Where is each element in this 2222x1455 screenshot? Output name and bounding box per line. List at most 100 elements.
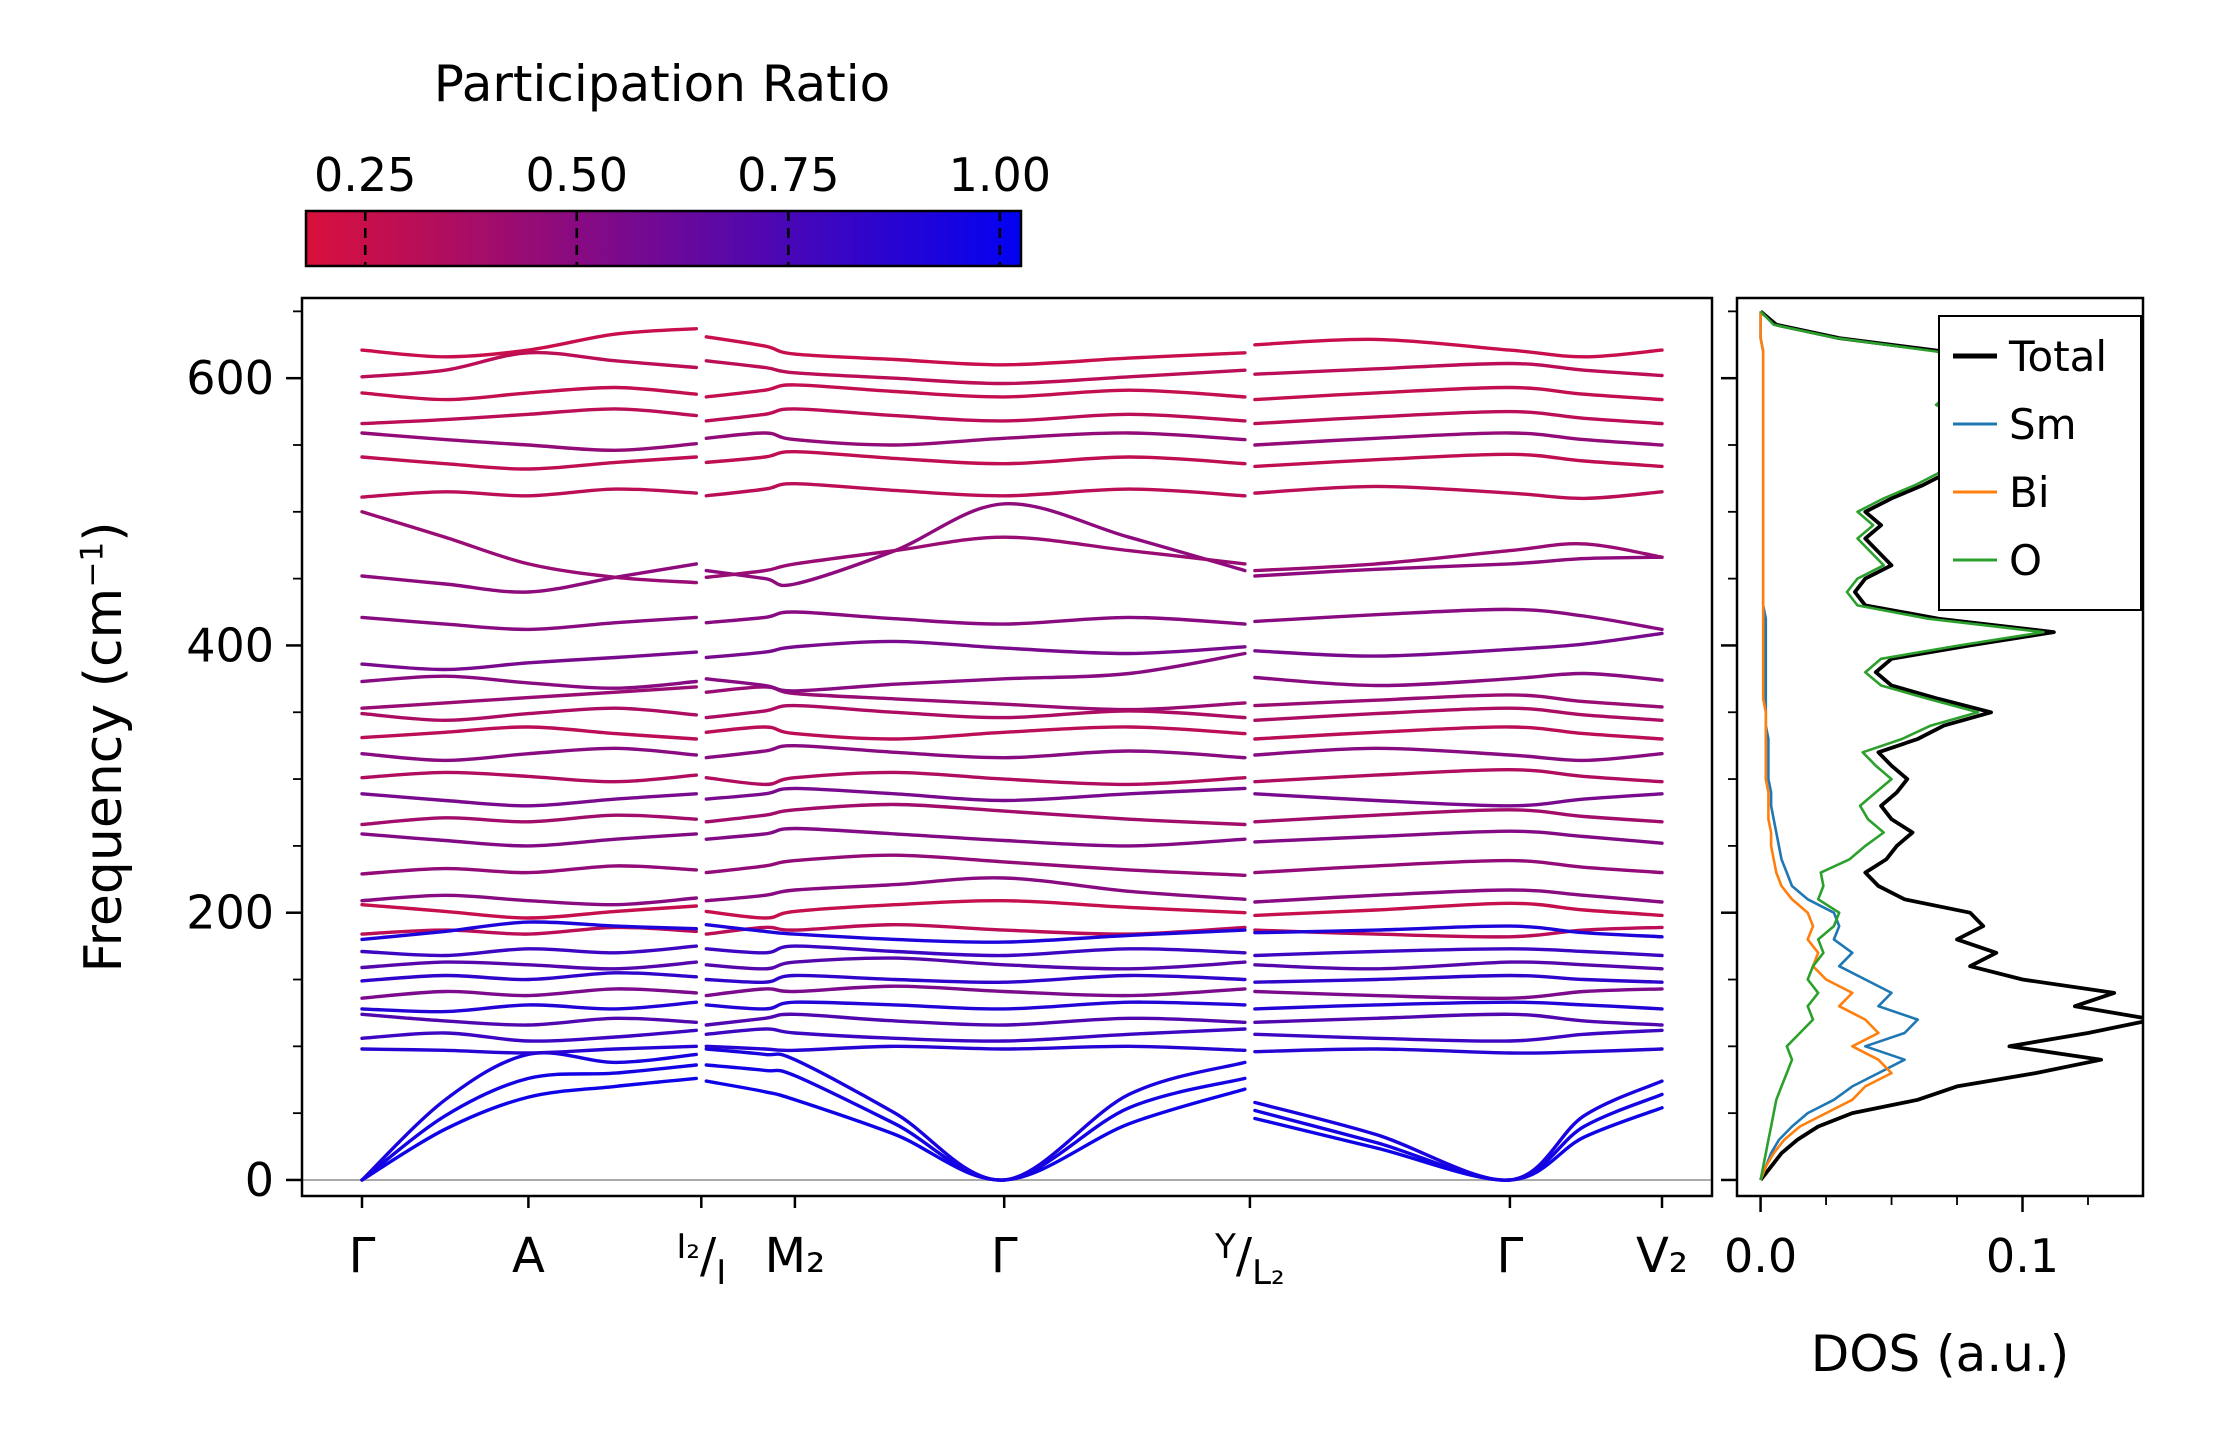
phonon-band [704, 639, 1247, 660]
phonon-band [704, 535, 1247, 579]
phonon-band [704, 1044, 1247, 1053]
phonon-band [360, 327, 698, 359]
phonon-band [1253, 385, 1664, 402]
phonon-band [1253, 484, 1664, 501]
phonon-band [704, 826, 1247, 848]
phonon-band [704, 725, 1247, 741]
phonon-band [704, 973, 1247, 985]
phonon-band [1253, 858, 1664, 875]
dos-axis-label: DOS (a.u.) [1810, 1325, 2070, 1383]
phonon-band [360, 960, 698, 971]
frequency-axis-label-exponent: −1 [74, 541, 111, 588]
colorbar-tick-label: 0.50 [526, 148, 628, 202]
phonon-band [1253, 947, 1664, 958]
phonon-band [704, 335, 1247, 367]
phonon-band [360, 385, 698, 402]
phonon-band [1253, 1028, 1664, 1043]
phonon-band [360, 706, 698, 723]
colorbar-tick-label: 0.25 [314, 148, 416, 202]
phonon-band [360, 1063, 698, 1182]
phonon-band [1253, 960, 1664, 971]
phonon-band [1253, 542, 1664, 573]
phonon-band [1253, 631, 1664, 658]
phonon-band [704, 502, 1247, 588]
colorbar-gradient [306, 211, 1021, 266]
phonon-band [1253, 924, 1664, 939]
legend-label-bi: Bi [2009, 468, 2049, 517]
y-tick-label: 200 [186, 886, 274, 940]
phonon-band [360, 407, 698, 426]
phonon-bands-group [360, 327, 1664, 1182]
phonon-band [704, 770, 1247, 787]
colorbar-tick-label: 1.00 [949, 148, 1051, 202]
phonon-band [360, 920, 698, 942]
phonon-band [360, 674, 698, 690]
main-axes-border [300, 296, 1714, 1198]
frequency-axis-label-suffix: ) [74, 521, 134, 542]
phonon-band [360, 893, 698, 907]
x-symmetry-label: M₂ [765, 1228, 826, 1284]
phonon-band [360, 487, 698, 499]
phonon-band [704, 802, 1247, 827]
phonon-band [704, 984, 1247, 998]
phonon-band [1253, 973, 1664, 984]
x-symmetry-label: Γ [1497, 1228, 1524, 1284]
x-symmetry-label: Γ [349, 1228, 376, 1284]
colorbar-tick-label: 0.75 [737, 148, 839, 202]
legend-label-o: O [2009, 536, 2042, 585]
phonon-band [360, 1000, 698, 1014]
phonon-band [1253, 671, 1664, 688]
phonon-band [1253, 1079, 1664, 1182]
dos-axes-border [1735, 296, 2145, 1198]
phonon-band [704, 610, 1247, 626]
phonon-band [704, 923, 1247, 944]
phonon-band [1253, 792, 1664, 808]
phonon-band [704, 359, 1247, 386]
phonon-band [704, 1027, 1247, 1043]
phonon-band [360, 510, 698, 585]
phonon-band [1253, 555, 1664, 578]
phonon-band [704, 651, 1247, 693]
phonon-band [704, 853, 1247, 877]
phonon-band [360, 431, 698, 453]
frequency-axis-label-prefix: Frequency (cm [74, 587, 134, 973]
legend-label-sm: Sm [2009, 400, 2077, 449]
phonon-band [360, 1028, 698, 1043]
phonon-band [360, 685, 698, 710]
phonon-band [704, 1000, 1247, 1011]
phonon-band [1253, 725, 1664, 741]
phonon-band [704, 898, 1247, 920]
phonon-band [704, 876, 1247, 903]
phonon-band [360, 1044, 698, 1055]
phonon-band [360, 832, 698, 848]
phonon-band [1253, 693, 1664, 709]
phonon-band [704, 1012, 1247, 1027]
phonon-band [1253, 607, 1664, 632]
phonon-band [1253, 829, 1664, 845]
phonon-band [704, 786, 1247, 803]
phonon-band [1253, 901, 1664, 918]
dos-x-tick-label: 0.1 [1986, 1229, 2059, 1283]
legend-label-total: Total [2008, 332, 2107, 381]
phonon-band [1253, 1047, 1664, 1055]
phonon-band [704, 703, 1247, 720]
y-tick-label: 400 [186, 618, 274, 672]
colorbar-title: Participation Ratio [433, 55, 891, 113]
colorbar-border [304, 209, 1023, 268]
phonon-band [704, 1047, 1247, 1182]
phonon-band [1253, 361, 1664, 378]
phonon-band [1253, 746, 1664, 763]
phonon-band [360, 971, 698, 983]
phonon-band [704, 431, 1247, 447]
phonon-band [1253, 1012, 1664, 1027]
phonon-band [360, 903, 698, 920]
phonon-band [1253, 767, 1664, 784]
phonon-band [360, 944, 698, 958]
phonon-band [1253, 337, 1664, 359]
dos-curve-bi [1759, 311, 1893, 1181]
phonon-band [1253, 1000, 1664, 1011]
dos-x-tick-label: 0.0 [1724, 1229, 1797, 1283]
phonon-band [704, 1079, 1247, 1182]
phonon-band [360, 650, 698, 672]
